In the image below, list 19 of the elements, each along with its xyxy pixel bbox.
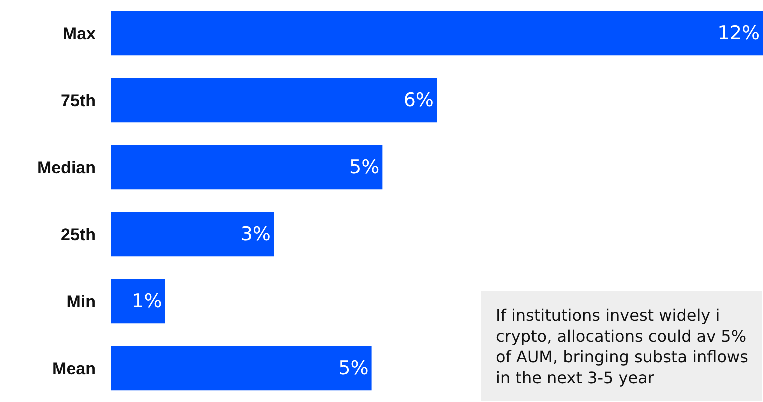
data-label: 1% [132,290,162,312]
y-tick-label: 25th [61,225,96,244]
data-label: 12% [718,22,760,44]
bar [111,145,383,190]
y-tick-label: Median [37,158,96,178]
bar [111,78,437,123]
annotation: If institutions invest widely i crypto, allocations could av 5% of AUM, bringing substa inflows in the next 3-5 year [496,306,748,388]
data-label: 5% [338,358,369,380]
data-label: 3% [240,224,271,246]
bar [111,279,166,324]
y-tick-label: Max [62,24,97,44]
data-label: 6% [404,90,434,112]
bar [111,11,763,56]
bar [111,346,372,391]
bar [111,212,274,257]
y-tick-label: Min [66,292,96,312]
y-tick-label: Mean [52,359,96,378]
data-label: 5% [350,156,380,178]
y-tick-label: 75th [61,91,96,110]
